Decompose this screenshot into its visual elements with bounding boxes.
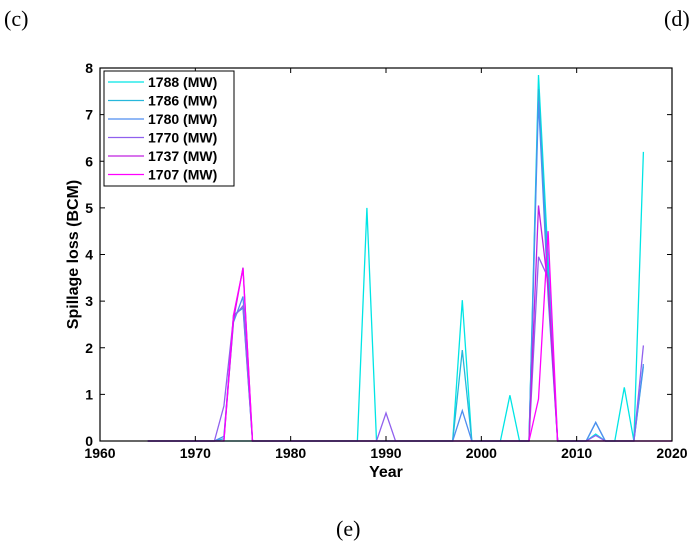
tick-layer: 1960 1970 1980 1990 2000 2010 2020 0 1 2 3 4 5 6 7 8 bbox=[84, 60, 687, 461]
legend-label: 1780 (MW) bbox=[148, 111, 217, 127]
legend-label: 1737 (MW) bbox=[148, 148, 217, 164]
y-tick-label: 6 bbox=[85, 153, 93, 169]
legend-label: 1788 (MW) bbox=[148, 74, 217, 90]
x-tick-label: 2000 bbox=[466, 445, 497, 461]
legend-label: 1770 (MW) bbox=[148, 130, 217, 146]
y-tick-label: 8 bbox=[85, 60, 93, 76]
legend-label: 1707 (MW) bbox=[148, 167, 217, 183]
legend-box bbox=[103, 70, 235, 187]
panel-label-c: (c) bbox=[4, 6, 29, 31]
legend-label: 1786 (MW) bbox=[148, 93, 217, 109]
y-tick-label: 4 bbox=[85, 247, 93, 263]
panel-label-e: (e) bbox=[336, 516, 361, 541]
y-tick-label: 7 bbox=[85, 107, 93, 123]
y-tick-label: 2 bbox=[85, 340, 93, 356]
x-tick-label: 2010 bbox=[561, 445, 592, 461]
series-line-3 bbox=[147, 256, 645, 442]
x-tick-label: 2020 bbox=[656, 445, 687, 461]
x-axis-title: Year bbox=[369, 464, 403, 481]
x-tick-label: 1970 bbox=[180, 445, 211, 461]
x-tick-label: 1990 bbox=[370, 445, 401, 461]
panel-label-d: (d) bbox=[664, 6, 690, 31]
y-tick-label: 3 bbox=[85, 293, 93, 309]
series-line-5 bbox=[147, 231, 672, 442]
legend: 1788 (MW) 1786 (MW) 1780 (MW) 1770 (MW) 1737… bbox=[103, 70, 235, 187]
y-tick-label: 5 bbox=[85, 200, 93, 216]
x-tick-label: 1980 bbox=[275, 445, 306, 461]
y-tick-label: 1 bbox=[85, 386, 93, 402]
y-axis-title: Spillage loss (BCM) bbox=[65, 180, 82, 329]
x-tick-label: 1960 bbox=[84, 445, 115, 461]
y-tick-label: 0 bbox=[85, 433, 93, 449]
